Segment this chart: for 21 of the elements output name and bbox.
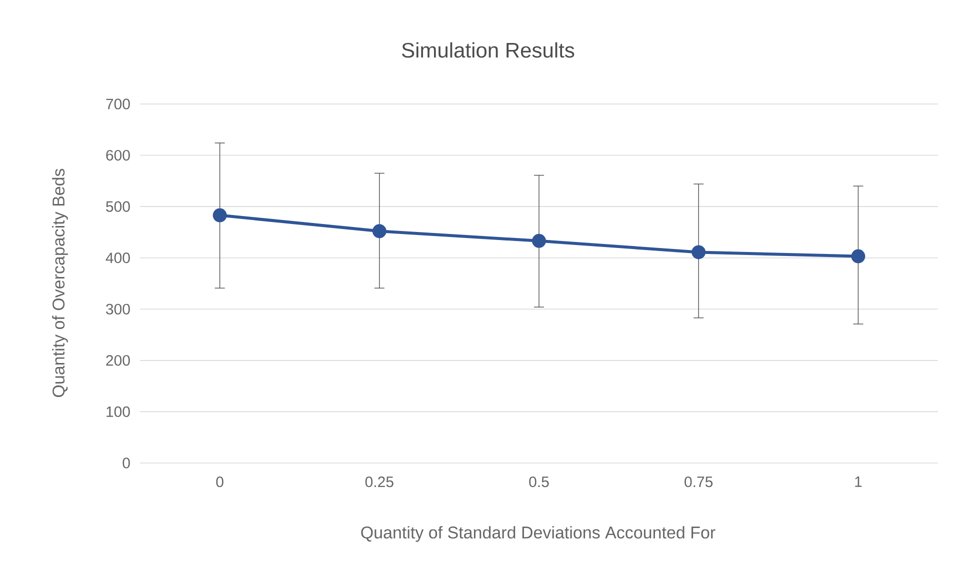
point xyxy=(851,249,866,264)
x-tick-label: 0.5 xyxy=(529,476,549,488)
point xyxy=(692,245,706,260)
y-tick-label: 600 xyxy=(106,150,130,161)
y-tick-label: 300 xyxy=(106,304,130,314)
y-tick-label: 200 xyxy=(106,355,130,366)
x-tick-label: 0.25 xyxy=(365,476,394,488)
chart-title: Simulation Results xyxy=(402,42,574,58)
x-tick-label: 1 xyxy=(855,476,862,487)
y-axis-title: Quantity of Overcapacity Beds xyxy=(52,168,68,397)
y-tick-label: 500 xyxy=(106,201,130,212)
y-tick-label: 700 xyxy=(106,98,130,110)
y-tick-label: 0 xyxy=(122,458,130,468)
x-tick-label: 0.75 xyxy=(684,476,713,488)
x-tick-label: 0 xyxy=(216,476,224,488)
point xyxy=(212,208,227,222)
x-axis-title: Quantity of Standard Deviations Accounted For xyxy=(361,526,716,542)
y-tick-label: 400 xyxy=(106,252,130,264)
point xyxy=(532,234,546,248)
y-tick-label: 100 xyxy=(106,406,130,418)
point xyxy=(372,224,386,238)
